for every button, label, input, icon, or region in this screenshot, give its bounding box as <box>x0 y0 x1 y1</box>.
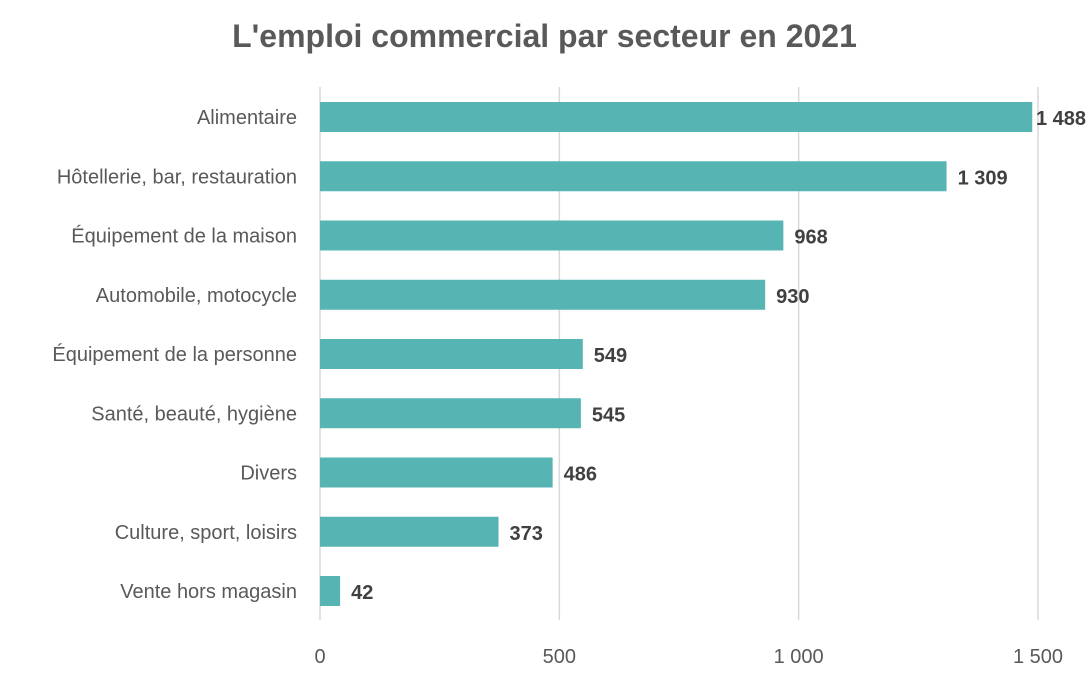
category-label: Culture, sport, loisirs <box>115 522 297 544</box>
category-label: Santé, beauté, hygiène <box>91 403 297 425</box>
category-labels: Alimentaire Hôtellerie, bar, restauration… <box>52 107 297 603</box>
bar <box>320 516 499 547</box>
data-label: 549 <box>594 345 627 367</box>
category-label: Équipement de la maison <box>71 225 297 248</box>
bar <box>320 398 581 429</box>
data-label: 545 <box>592 404 625 426</box>
chart-title: L'emploi commercial par secteur en 2021 <box>232 18 857 54</box>
x-tick-label: 1 500 <box>1013 646 1063 668</box>
x-tick-label: 0 <box>314 646 325 668</box>
category-label: Équipement de la personne <box>52 343 297 366</box>
data-label: 373 <box>510 523 543 545</box>
category-label: Vente hors magasin <box>120 581 297 603</box>
data-label: 968 <box>794 227 827 249</box>
data-label: 930 <box>776 286 809 308</box>
data-label: 1 488 <box>1036 108 1086 130</box>
bar <box>320 220 784 251</box>
data-label: 486 <box>564 464 597 486</box>
bar <box>320 161 947 192</box>
x-tick-label: 1 000 <box>774 646 824 668</box>
data-label: 42 <box>351 582 373 604</box>
value-labels: 1 488 1 309 968 930 549 545 486 373 42 <box>351 108 1086 604</box>
bar <box>320 102 1033 132</box>
bar <box>320 576 341 606</box>
category-label: Divers <box>240 463 297 485</box>
bar <box>320 457 553 488</box>
x-tick-labels: 0 500 1 000 1 500 <box>314 646 1063 668</box>
category-label: Automobile, motocycle <box>96 285 297 307</box>
bars <box>320 102 1033 606</box>
category-label: Alimentaire <box>197 107 297 129</box>
bar <box>320 279 766 310</box>
data-label: 1 309 <box>958 167 1008 189</box>
x-tick-label: 500 <box>543 646 576 668</box>
bar <box>320 339 583 369</box>
category-label: Hôtellerie, bar, restauration <box>57 166 297 188</box>
